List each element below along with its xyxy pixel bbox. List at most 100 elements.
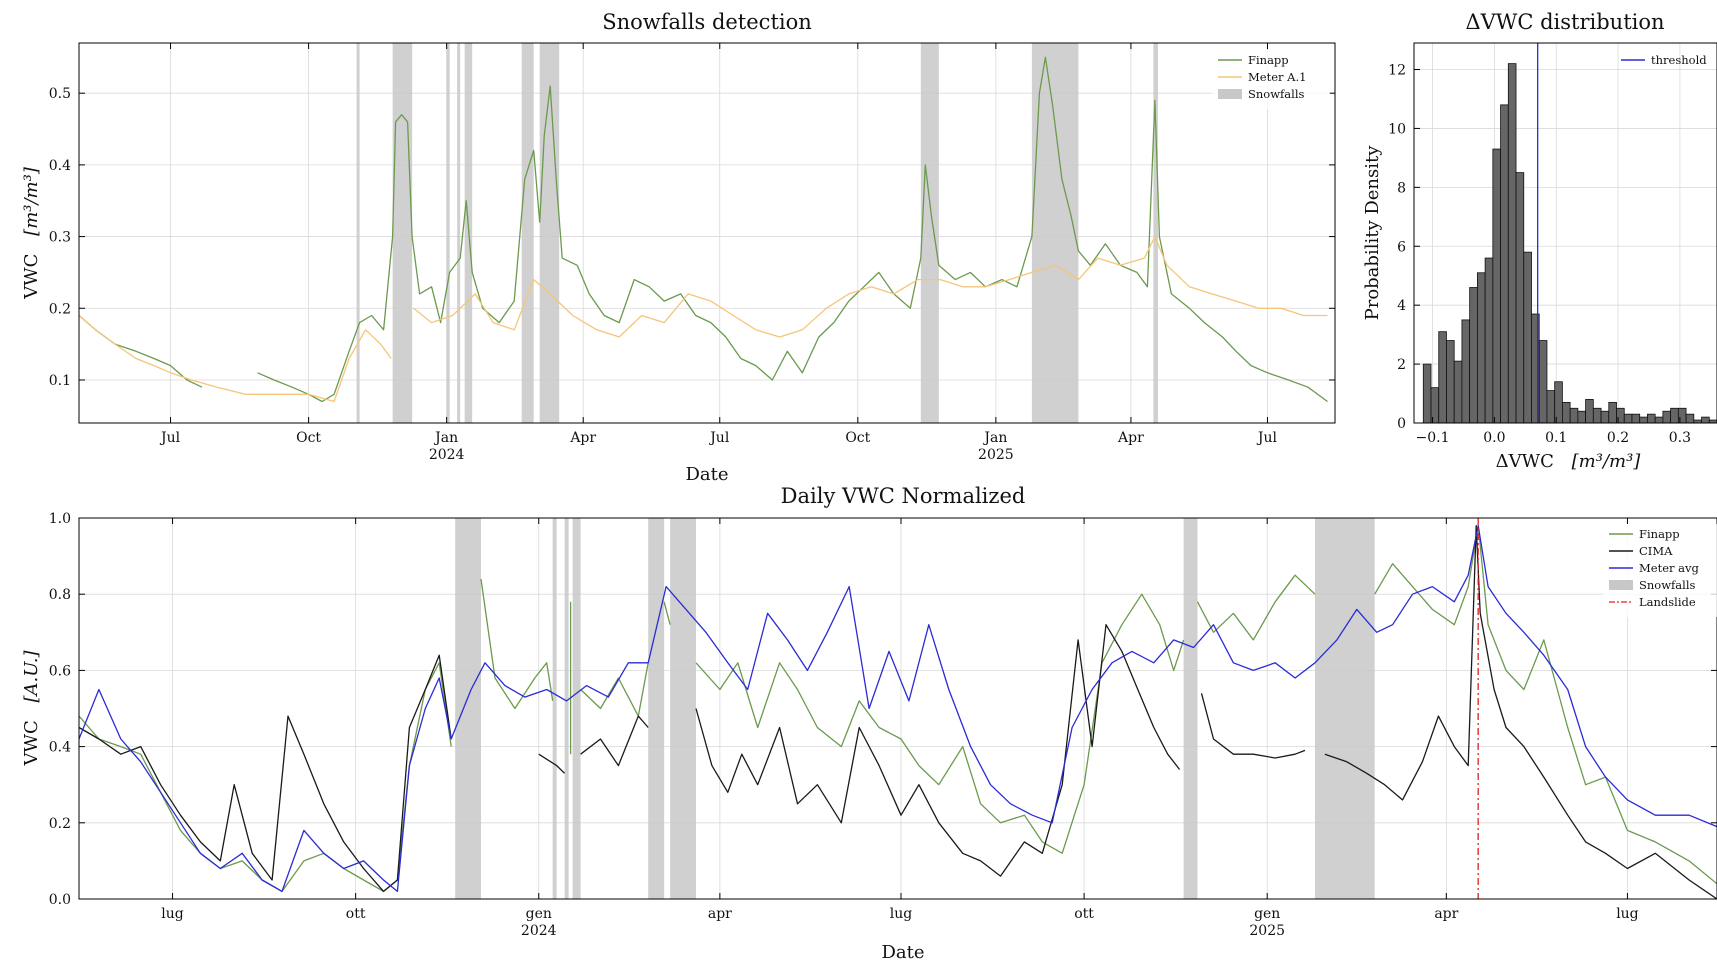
snowfall-band [670,518,696,899]
histogram-bar [1422,363,1432,424]
histogram-bar [1623,413,1633,424]
legend-label: Finapp [1639,527,1680,541]
x-tick-label: ott [346,906,366,922]
x-tick-label: ott [1074,906,1094,922]
daily-title: Daily VWC Normalized [781,484,1026,508]
snowfall-band [1153,43,1158,423]
series-line-cima [580,715,649,767]
x-tick-label: apr [1434,906,1458,922]
histogram-bar [1523,251,1532,424]
x-tick-label: gen [526,906,552,922]
histogram-bar [1507,63,1517,424]
histogram-bar [1461,319,1471,424]
x-tick-year: 2025 [1249,923,1285,939]
x-tick-label: lug [890,906,912,922]
snowfalls-series [78,56,1328,403]
histogram-bar [1577,410,1586,424]
snowfall-band [564,518,569,899]
legend-label: Finapp [1248,53,1289,67]
snowfall-band [920,43,939,423]
series-line-finapp [78,662,452,893]
daily-y-label-unit: [A.U.] [21,650,42,703]
histogram-bar [1562,401,1571,424]
series-line-finapp [695,593,1185,854]
daily-plot-frame [78,517,1717,900]
y-tick-label: 8 [1397,180,1406,196]
legend-swatch-patch [1609,580,1633,590]
x-tick-label: Jan [982,430,1007,446]
x-tick-label: Oct [296,430,321,446]
daily-y-label-text: VWC [21,720,42,766]
snowfalls-y-ticks: 0.1 0.2 0.3 0.4 0.5 [49,86,1335,389]
snowfall-band [521,43,534,423]
y-tick-label: 12 [1388,63,1406,79]
y-tick-label: 0.3 [49,230,71,246]
dvwc-legend: threshold [1621,53,1707,67]
y-tick-label: 0 [1397,416,1406,432]
series-line-cima [1200,693,1306,759]
histogram-bar [1500,104,1509,424]
x-tick-label: Jul [708,430,730,446]
dvwc-x-label-text: ΔVWC [1496,451,1554,472]
y-tick-label: 0.1 [49,373,71,389]
x-tick-label: −0.1 [1416,430,1450,446]
dvwc-y-ticks: 0 2 4 6 8 10 12 [1388,63,1420,432]
y-tick-label: 0.8 [49,587,71,603]
histogram-bar [1484,257,1494,424]
x-tick-year: 2024 [521,923,557,939]
histogram-bar [1701,416,1710,424]
series-line-cima [1324,524,1717,900]
snowfall-band [572,518,581,899]
y-tick-label: 1.0 [49,511,71,527]
series-line-finapp [663,601,671,625]
snowfall-band [356,43,360,423]
legend-label: CIMA [1639,544,1673,558]
y-tick-label: 0.4 [49,740,71,756]
series-line-finapp [78,315,203,388]
x-tick-label: lug [161,906,183,922]
histogram-bar [1631,413,1641,424]
legend-label: threshold [1651,53,1707,67]
series-line-meter-a-1 [413,235,1328,338]
snowfalls-title: Snowfalls detection [602,10,812,34]
histogram-bar [1647,413,1656,424]
snowfalls-y-label-text: VWC [21,254,42,300]
snowfall-band [539,43,560,423]
daily-grid [79,517,1717,900]
histogram-bar [1639,416,1648,424]
snowfalls-y-label-unit: [m³/m³] [21,166,42,236]
snowfalls-plot-frame [78,42,1336,424]
snowfall-band [1314,518,1375,899]
x-tick-label: 0.3 [1669,430,1691,446]
legend-label: Snowfalls [1639,578,1696,592]
legend-label: Snowfalls [1248,87,1305,101]
snowfall-band [392,43,413,423]
x-tick-label: Apr [569,430,596,446]
y-tick-label: 0.0 [49,892,71,908]
dvwc-y-label: Probability Density [1362,145,1383,321]
series-line-finapp [480,578,554,710]
y-tick-label: 0.2 [49,816,71,832]
dvwc-x-label: ΔVWC [m³/m³] [1496,451,1642,472]
x-tick-label: Apr [1117,430,1144,446]
y-tick-label: 0.4 [49,158,71,174]
dvwc-bars [1422,63,1717,424]
x-tick-year: 2025 [978,447,1014,463]
histogram-bar [1670,407,1679,424]
series-line-meter-avg [78,524,1717,893]
histogram-bar [1469,287,1478,424]
histogram-bar [1515,172,1525,424]
snowfall-band [455,518,482,899]
series-line-finapp [580,662,649,717]
x-tick-label: Jul [1256,430,1278,446]
y-tick-label: 0.5 [49,86,71,102]
snowfall-band [648,518,665,899]
dvwc-plot-frame [1413,42,1717,424]
series-line-cima [538,753,566,774]
x-tick-label: apr [708,906,732,922]
snowfall-band [552,518,557,899]
histogram-bar [1685,413,1695,424]
svg-text:VWC [A.U.]: VWC [A.U.] [21,650,42,767]
